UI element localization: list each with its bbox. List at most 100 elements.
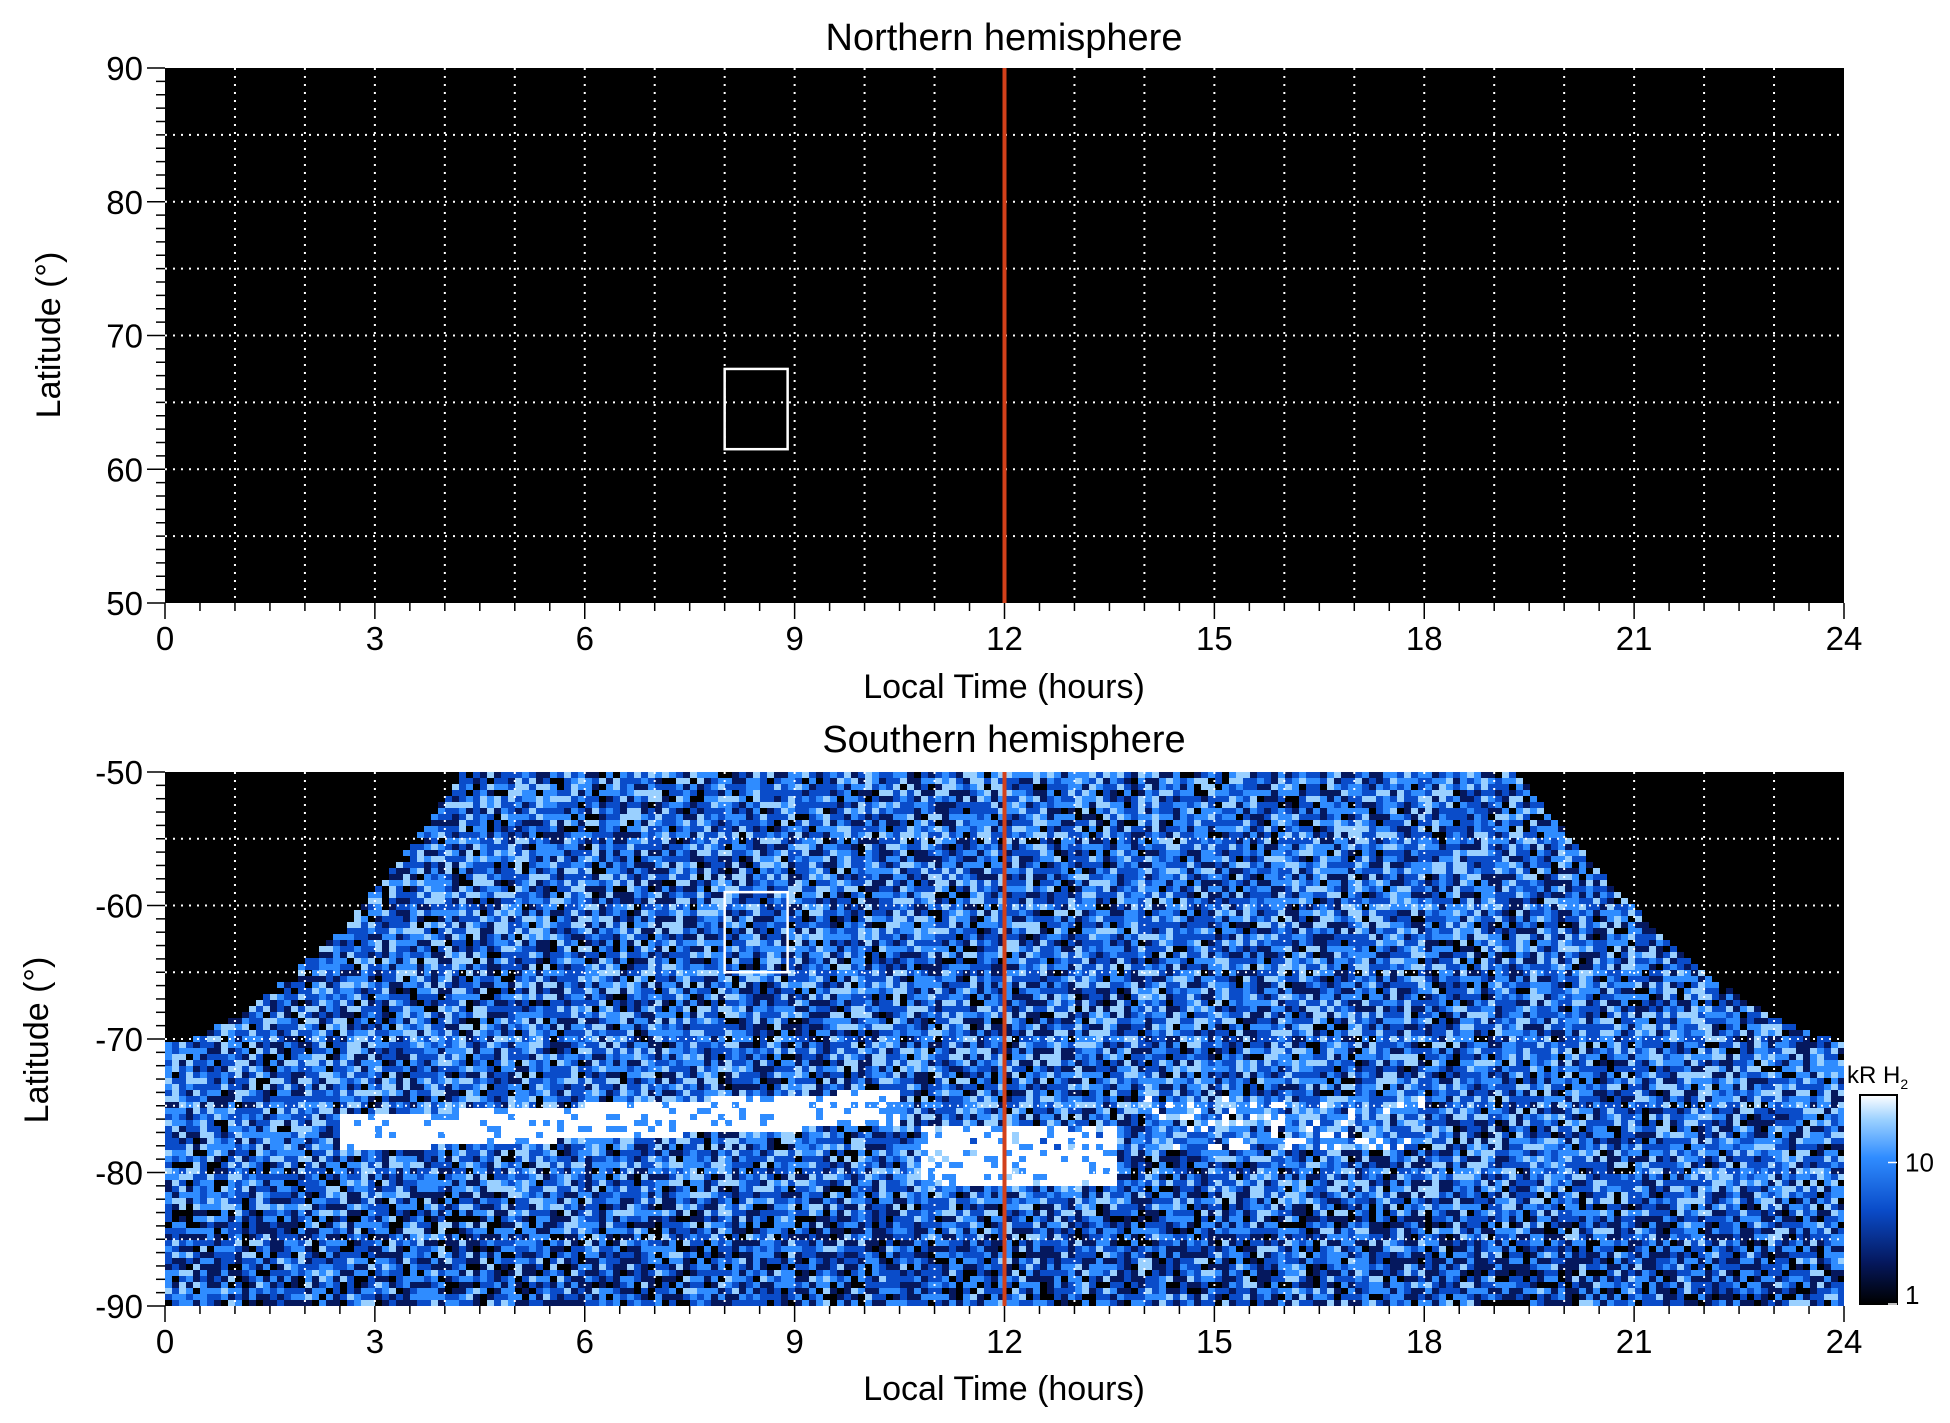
- emission-cell: [564, 898, 571, 904]
- emission-cell: [480, 1186, 487, 1192]
- emission-cell: [508, 778, 515, 784]
- emission-cell: [585, 1192, 592, 1198]
- emission-cell: [480, 1006, 487, 1012]
- emission-cell: [599, 988, 606, 994]
- emission-cell: [550, 1216, 557, 1222]
- emission-cell: [445, 952, 452, 958]
- emission-cell: [319, 1246, 326, 1252]
- emission-cell: [263, 1114, 270, 1120]
- emission-cell: [249, 1198, 256, 1204]
- emission-cell: [333, 1108, 340, 1114]
- emission-cell: [529, 880, 536, 886]
- emission-cell: [641, 1072, 648, 1078]
- emission-cell: [368, 898, 375, 904]
- emission-cell: [298, 1288, 305, 1294]
- emission-cell: [550, 1096, 557, 1102]
- emission-cell: [501, 1012, 508, 1018]
- emission-cell: [326, 1000, 333, 1006]
- emission-cell: [466, 1138, 473, 1144]
- emission-cell: [508, 946, 515, 952]
- emission-cell: [452, 910, 459, 916]
- emission-cell: [620, 1012, 627, 1018]
- emission-cell: [578, 946, 585, 952]
- emission-cell: [466, 1084, 473, 1090]
- emission-cell: [263, 1258, 270, 1264]
- emission-cell: [634, 1270, 641, 1276]
- emission-cell: [669, 1150, 676, 1156]
- emission-cell: [466, 808, 473, 814]
- emission-cell: [361, 1036, 368, 1042]
- emission-cell: [599, 1054, 606, 1060]
- emission-cell: [200, 1234, 207, 1240]
- emission-cell: [515, 1222, 522, 1228]
- emission-cell: [522, 1246, 529, 1252]
- emission-cell: [473, 1270, 480, 1276]
- emission-cell: [375, 904, 382, 910]
- emission-cell: [494, 1048, 501, 1054]
- emission-cell: [207, 1102, 214, 1108]
- emission-cell: [662, 1192, 669, 1198]
- emission-cell: [494, 1288, 501, 1294]
- emission-cell: [417, 1156, 424, 1162]
- emission-cell: [536, 1012, 543, 1018]
- emission-cell: [179, 1042, 186, 1048]
- emission-cell: [179, 1096, 186, 1102]
- emission-cell: [480, 796, 487, 802]
- emission-cell: [242, 1252, 249, 1258]
- emission-cell: [375, 922, 382, 928]
- emission-cell: [256, 1246, 263, 1252]
- emission-cell: [382, 1150, 389, 1156]
- emission-cell: [599, 1090, 606, 1096]
- emission-cell: [662, 1078, 669, 1084]
- emission-cell: [641, 1138, 648, 1144]
- emission-cell: [501, 1090, 508, 1096]
- emission-cell: [529, 970, 536, 976]
- emission-cell: [501, 1198, 508, 1204]
- emission-cell: [599, 1270, 606, 1276]
- emission-cell: [263, 1198, 270, 1204]
- emission-cell: [648, 952, 655, 958]
- emission-cell: [508, 1018, 515, 1024]
- emission-cell: [648, 1270, 655, 1276]
- emission-cell: [319, 1138, 326, 1144]
- emission-cell: [522, 952, 529, 958]
- emission-cell: [585, 1018, 592, 1024]
- emission-cell: [200, 1066, 207, 1072]
- emission-cell: [305, 1090, 312, 1096]
- emission-cell: [494, 886, 501, 892]
- emission-cell: [634, 1228, 641, 1234]
- emission-cell: [620, 1018, 627, 1024]
- emission-cell: [186, 1174, 193, 1180]
- emission-cell: [606, 886, 613, 892]
- emission-cell: [662, 814, 669, 820]
- emission-cell: [550, 928, 557, 934]
- emission-cell: [613, 820, 620, 826]
- emission-cell: [648, 1210, 655, 1216]
- emission-cell: [403, 1204, 410, 1210]
- emission-cell: [347, 982, 354, 988]
- emission-cell: [417, 1246, 424, 1252]
- emission-cell: [361, 1042, 368, 1048]
- emission-cell: [228, 1126, 235, 1132]
- emission-cell: [277, 1138, 284, 1144]
- emission-cell: [312, 1144, 319, 1150]
- emission-cell: [473, 862, 480, 868]
- emission-cell: [592, 910, 599, 916]
- emission-cell: [515, 850, 522, 856]
- emission-cell: [522, 784, 529, 790]
- emission-cell: [382, 1114, 389, 1120]
- emission-cell: [403, 946, 410, 952]
- emission-cell: [592, 904, 599, 910]
- emission-cell: [214, 1156, 221, 1162]
- emission-cell: [431, 1156, 438, 1162]
- emission-cell: [417, 856, 424, 862]
- emission-cell: [389, 934, 396, 940]
- emission-cell: [641, 856, 648, 862]
- emission-cell: [389, 1168, 396, 1174]
- emission-cell: [662, 922, 669, 928]
- emission-cell: [445, 892, 452, 898]
- emission-cell: [389, 1084, 396, 1090]
- emission-cell: [375, 1030, 382, 1036]
- emission-cell: [445, 916, 452, 922]
- emission-cell: [235, 1090, 242, 1096]
